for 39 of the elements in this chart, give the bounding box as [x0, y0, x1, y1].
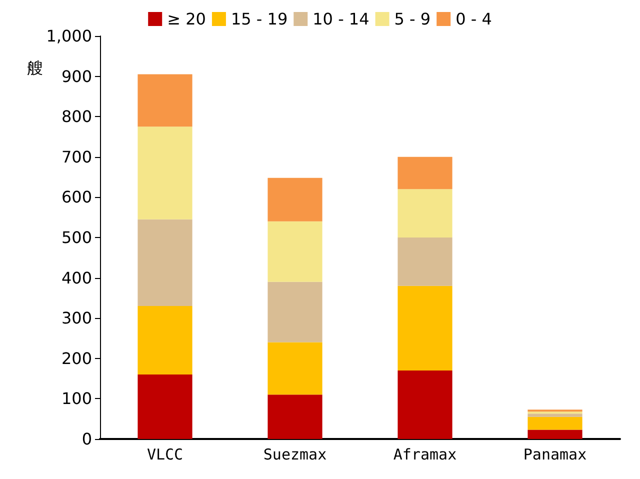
- y-tick-label: 600: [61, 188, 92, 207]
- bar: [268, 282, 322, 342]
- bar: [528, 414, 582, 417]
- bar: [268, 221, 322, 282]
- bar: [398, 156, 452, 190]
- x-tick-label: Aframax: [393, 446, 457, 464]
- bar: [268, 342, 322, 395]
- x-tick-label: VLCC: [146, 446, 184, 464]
- bar: [138, 374, 192, 439]
- bar: [268, 178, 322, 222]
- bar: [138, 74, 192, 127]
- x-tick-label: Panamax: [523, 446, 587, 464]
- bar: [398, 370, 452, 439]
- legend-label: ≥ 20: [167, 10, 206, 28]
- bar: [138, 126, 192, 220]
- y-axis-title: 艘: [27, 58, 43, 78]
- bar: [528, 416, 582, 430]
- y-tick-label: 300: [61, 308, 92, 328]
- y-tick-label: 200: [61, 348, 92, 368]
- bar: [528, 430, 582, 439]
- y-tick-label: 800: [61, 107, 92, 126]
- legend-label: 0 - 4: [456, 10, 492, 28]
- y-tick-label: 0: [82, 430, 92, 448]
- bar: [268, 394, 322, 439]
- bar: [138, 219, 192, 306]
- bar: [398, 286, 452, 370]
- y-tick-label: 400: [61, 268, 92, 288]
- legend-label: 10 - 14: [312, 10, 370, 28]
- bar: [398, 238, 452, 286]
- x-tick-label: Suezmax: [263, 446, 327, 464]
- bar: [398, 189, 452, 238]
- y-tick-label: 500: [61, 228, 92, 247]
- y-tick-label: 100: [61, 389, 92, 408]
- bar: [138, 306, 192, 375]
- y-tick-label: 700: [61, 147, 92, 166]
- legend-label: 15 - 19: [230, 10, 288, 28]
- legend-label: 5 - 9: [394, 10, 431, 28]
- y-tick-label: 900: [61, 66, 92, 86]
- y-tick-label: 1,000: [46, 26, 92, 46]
